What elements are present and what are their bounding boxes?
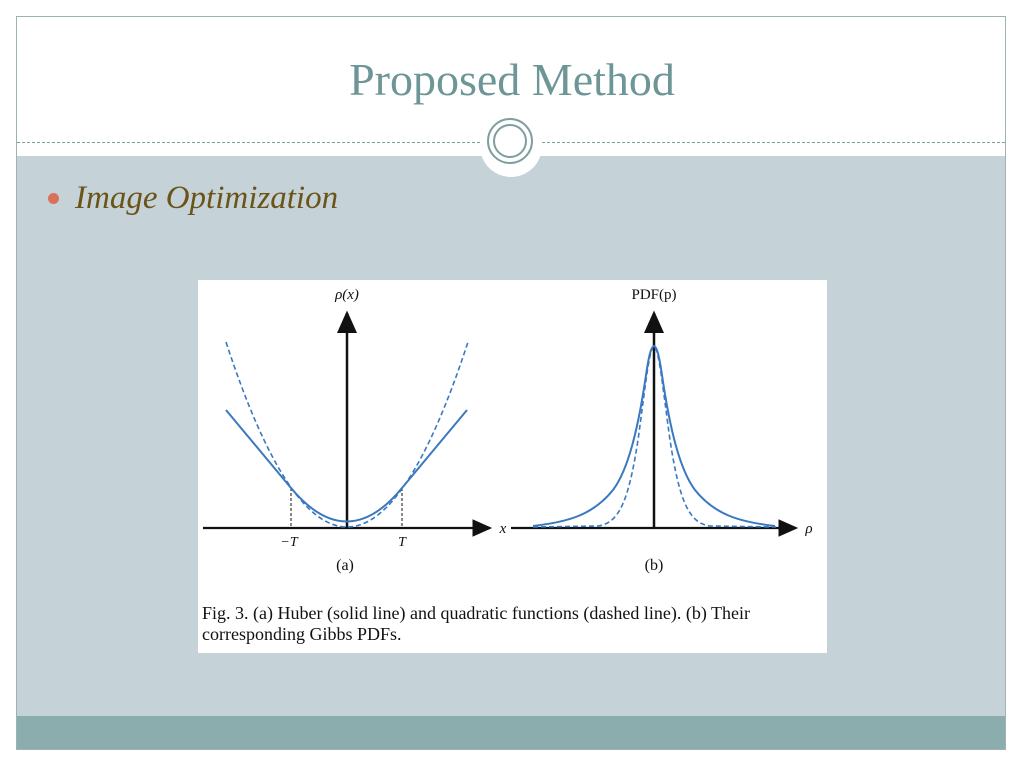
panel-a-tick-pos: T [398,535,407,550]
panel-a-sublabel: (a) [336,557,354,574]
panel-b-quadratic-pdf [532,345,777,528]
panel-b: PDF(p) ρ (b) [511,287,813,574]
panel-a: ρ(x) x −T T (a) [203,287,507,574]
bullet-text: Image Optimization [75,179,339,216]
panel-a-tick-neg: −T [280,535,298,550]
bullet-dot-icon [48,192,59,204]
panel-b-sublabel: (b) [645,557,664,574]
figure-image: ρ(x) x −T T (a) PDF(p) ρ (b) Fig. 3. (a)… [198,280,827,653]
bullet-item: Image Optimization [48,178,338,218]
slide-title: Proposed Method [349,54,675,105]
ring-icon [487,118,533,164]
figure-diagram: ρ(x) x −T T (a) PDF(p) ρ (b) [203,287,813,574]
panel-a-huber-curve [225,409,468,523]
panel-b-huber-pdf [532,344,776,527]
panel-b-xlabel: ρ [804,521,812,537]
panel-b-ylabel: PDF(p) [631,287,676,303]
figure-caption: Fig. 3. (a) Huber (solid line) and quadr… [202,603,751,644]
panel-a-xlabel: x [499,521,507,537]
footer-bar [17,716,1005,749]
panel-a-ylabel: ρ(x) [334,287,359,303]
